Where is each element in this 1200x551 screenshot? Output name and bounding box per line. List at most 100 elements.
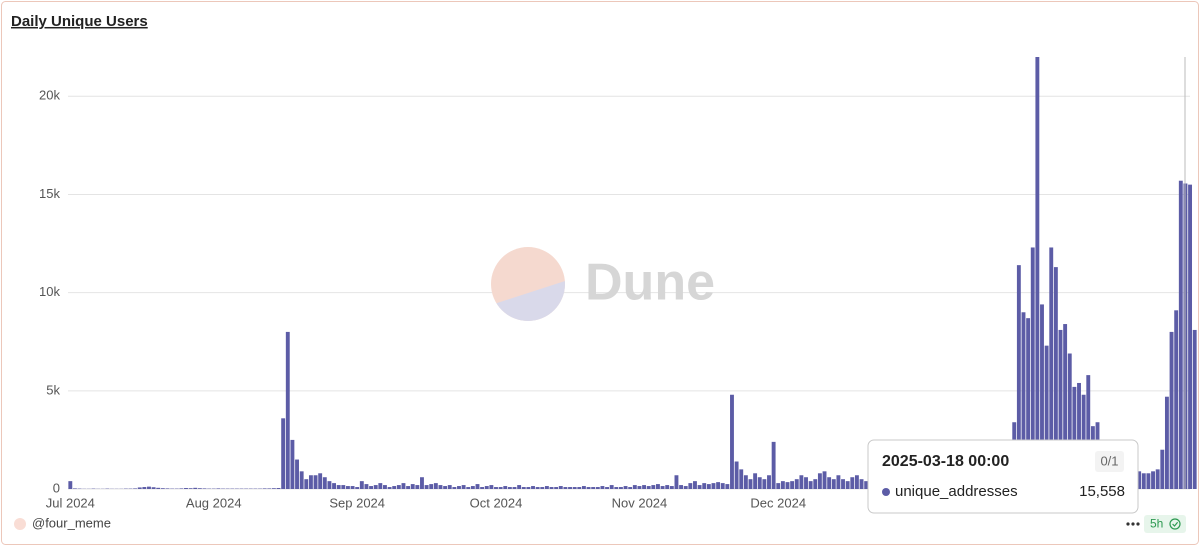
bar bbox=[536, 487, 540, 489]
bar bbox=[341, 485, 345, 489]
bar bbox=[1165, 397, 1169, 489]
bar bbox=[1156, 469, 1160, 489]
bar bbox=[402, 483, 406, 489]
bar bbox=[823, 471, 827, 489]
bar bbox=[665, 485, 669, 489]
bar bbox=[836, 475, 840, 489]
bar bbox=[1174, 310, 1178, 489]
bar bbox=[309, 475, 313, 489]
bar bbox=[508, 487, 512, 489]
bar bbox=[661, 486, 665, 489]
tooltip-title: 2025-03-18 00:00 bbox=[882, 453, 1009, 470]
bar bbox=[739, 469, 743, 489]
bar bbox=[619, 487, 623, 489]
bar bbox=[633, 485, 637, 489]
bar bbox=[647, 486, 651, 489]
bar bbox=[277, 488, 281, 489]
more-menu[interactable] bbox=[1126, 522, 1139, 525]
bar bbox=[813, 479, 817, 489]
bar bbox=[559, 486, 563, 489]
bar bbox=[596, 487, 600, 489]
bar bbox=[832, 479, 836, 489]
bar bbox=[133, 488, 137, 489]
bar bbox=[434, 483, 438, 489]
chart-title[interactable]: Daily Unique Users bbox=[11, 13, 148, 30]
bar bbox=[360, 481, 364, 489]
bar bbox=[786, 482, 790, 489]
bar bbox=[138, 487, 142, 489]
tooltip-box bbox=[868, 440, 1138, 513]
bar bbox=[767, 475, 771, 489]
bar bbox=[850, 477, 854, 489]
bar bbox=[712, 483, 716, 489]
bar bbox=[744, 475, 748, 489]
bar bbox=[758, 477, 762, 489]
bar bbox=[688, 483, 692, 489]
bar bbox=[679, 485, 683, 489]
bar bbox=[457, 486, 461, 489]
tooltip-value: 15,558 bbox=[1079, 483, 1125, 500]
bar bbox=[290, 440, 294, 489]
bar bbox=[337, 485, 341, 489]
bar bbox=[351, 486, 355, 489]
bar bbox=[1170, 332, 1174, 489]
bar bbox=[1193, 330, 1197, 489]
bar bbox=[161, 488, 165, 489]
bar bbox=[781, 481, 785, 489]
bar bbox=[355, 487, 359, 489]
bar bbox=[452, 487, 456, 489]
bar bbox=[735, 462, 739, 489]
footer-handle[interactable]: @four_meme bbox=[32, 515, 111, 530]
bar bbox=[272, 488, 276, 489]
bar bbox=[476, 484, 480, 489]
bar bbox=[503, 486, 507, 489]
bar bbox=[540, 487, 544, 489]
bar bbox=[860, 479, 864, 489]
bar bbox=[568, 487, 572, 489]
x-tick-label: Sep 2024 bbox=[329, 495, 385, 510]
bar bbox=[628, 487, 632, 489]
bar bbox=[73, 488, 77, 489]
y-tick-label: 10k bbox=[39, 284, 60, 299]
bar bbox=[152, 487, 156, 489]
bar bbox=[675, 475, 679, 489]
bar bbox=[795, 479, 799, 489]
bar bbox=[1151, 471, 1155, 489]
bar bbox=[68, 481, 72, 489]
bar bbox=[624, 486, 628, 489]
bar bbox=[216, 488, 220, 489]
bar bbox=[499, 487, 503, 489]
bar bbox=[429, 484, 433, 489]
bar bbox=[494, 487, 498, 489]
y-tick-label: 0 bbox=[53, 480, 60, 495]
status-badge: 5h bbox=[1150, 517, 1163, 531]
bar bbox=[286, 332, 290, 489]
x-tick-label: Oct 2024 bbox=[470, 495, 523, 510]
bar bbox=[642, 485, 646, 489]
bar bbox=[304, 479, 308, 489]
bar bbox=[526, 487, 530, 489]
bar bbox=[809, 481, 813, 489]
bar bbox=[397, 485, 401, 489]
bar bbox=[142, 487, 146, 489]
bar bbox=[443, 486, 447, 489]
bar bbox=[189, 488, 193, 489]
bar bbox=[605, 487, 609, 489]
bar bbox=[684, 486, 688, 489]
bar bbox=[522, 487, 526, 489]
bar bbox=[392, 486, 396, 489]
bar bbox=[406, 486, 410, 489]
bar bbox=[651, 485, 655, 489]
bar bbox=[281, 418, 285, 489]
bar bbox=[1142, 473, 1146, 489]
bar bbox=[388, 487, 392, 489]
bar bbox=[702, 483, 706, 489]
x-tick-label: Dec 2024 bbox=[750, 495, 806, 510]
bar bbox=[1179, 181, 1183, 489]
bar bbox=[198, 488, 202, 489]
bar bbox=[374, 485, 378, 489]
bar bbox=[166, 488, 170, 489]
bar bbox=[799, 475, 803, 489]
bar bbox=[203, 488, 207, 489]
